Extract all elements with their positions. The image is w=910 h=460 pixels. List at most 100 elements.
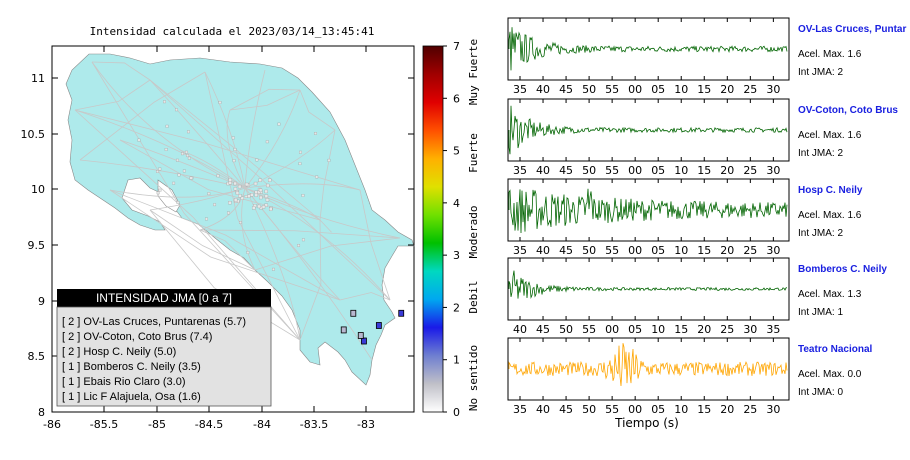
legend-item: [ 1 ] Ebais Rio Claro (3.0) xyxy=(62,376,186,388)
seismogram-tick-label: 20 xyxy=(697,323,711,336)
seismogram-tick-label: 55 xyxy=(605,244,619,257)
seismogram-tick-label: 50 xyxy=(582,244,596,257)
seismogram-tick-label: 25 xyxy=(743,403,757,416)
legend-item: [ 2 ] Hosp C. Neily (5.0) xyxy=(62,346,176,358)
seismogram-tick-label: 30 xyxy=(766,403,780,416)
map-x-tick-label: -85.5 xyxy=(90,418,118,431)
station-marker xyxy=(375,322,382,329)
seismogram-tick-label: 20 xyxy=(720,164,734,177)
map-x-tick-label: -83.5 xyxy=(300,418,328,431)
seismogram-tick-label: 40 xyxy=(536,83,550,96)
station-markers xyxy=(340,309,405,345)
seismogram-tick-label: 55 xyxy=(605,403,619,416)
seismogram-tick-label: 40 xyxy=(536,403,550,416)
map-x-tick-label: -83 xyxy=(357,418,375,431)
seismogram-tick-label: 35 xyxy=(513,244,527,257)
seismogram-tick-label: 05 xyxy=(651,83,665,96)
seismogram-panel: 35 40 45 50 55 00 05 10 15 20 25 30 OV-Coton, Coto B… xyxy=(507,98,898,177)
map-y-tick-label: 8.5 xyxy=(28,350,46,363)
seismogram-trace xyxy=(508,27,788,71)
seismogram-tick-label: 45 xyxy=(559,83,573,96)
seismogram-tick-label: 30 xyxy=(766,244,780,257)
seismogram-tick-label: 05 xyxy=(651,164,665,177)
intensity-legend: INTENSIDAD JMA [0 a 7] [ 2 ] OV-Las Cruc… xyxy=(56,289,272,407)
legend-item: [ 2 ] OV-Las Cruces, Puntarenas (5.7) xyxy=(62,316,246,328)
colorbar xyxy=(422,45,444,413)
seismogram-tick-label: 30 xyxy=(766,164,780,177)
cb-label-moderado: Moderado xyxy=(467,206,480,259)
seismogram-tick-label: 35 xyxy=(513,164,527,177)
colorbar-tick-label: 1 xyxy=(453,354,460,367)
seismogram-jma: Int JMA: 1 xyxy=(798,307,843,318)
seismogram-jma: Int JMA: 2 xyxy=(798,67,843,78)
colorbar-tick-label: 7 xyxy=(453,40,460,53)
colorbar-tick-label: 5 xyxy=(453,145,460,158)
legend-header-bg xyxy=(57,289,271,307)
seismogram-tick-label: 10 xyxy=(674,244,688,257)
map-title: Intensidad calculada el 2023/03/14_13:45… xyxy=(90,25,375,38)
colorbar-tick-label: 6 xyxy=(453,92,460,105)
seismogram-tick-label: 00 xyxy=(605,323,619,336)
seismogram-tick-label: 20 xyxy=(720,83,734,96)
seismogram-tick-label: 45 xyxy=(536,323,550,336)
colorbar-tick-label: 4 xyxy=(453,197,460,210)
seismogram-tick-label: 45 xyxy=(559,403,573,416)
seismogram-jma: Int JMA: 0 xyxy=(798,387,843,398)
seismogram-tick-label: 25 xyxy=(743,83,757,96)
seismogram-tick-label: 35 xyxy=(766,323,780,336)
seismogram-panel: 40 45 50 55 00 05 10 15 20 25 30 35 Bomberos C. Neil… xyxy=(507,257,887,336)
map-y-tick-label: 9.5 xyxy=(28,239,46,252)
seismogram-panel: 35 40 45 50 55 00 05 10 15 20 25 30 OV-Las Cruces, P… xyxy=(507,17,906,96)
legend-body xyxy=(56,306,272,407)
seismogram-tick-label: 25 xyxy=(743,244,757,257)
legend-item: [ 2 ] OV-Coton, Coto Brus (7.4) xyxy=(62,331,212,343)
map-y-tick-label: 10 xyxy=(31,183,45,196)
map-axis-ticks: -86 -85.5 -85 -84.5 -84 -83.5 -83 11 10.5 10 9.5 9 8… xyxy=(21,46,414,431)
seismogram-trace xyxy=(508,105,788,155)
seismogram-tick-label: 15 xyxy=(697,83,711,96)
cb-label-no-sentido: No sentido xyxy=(467,345,480,411)
seismogram-tick-label: 10 xyxy=(674,403,688,416)
seismogram-tick-label: 30 xyxy=(743,323,757,336)
seismogram-tick-label: 10 xyxy=(651,323,665,336)
seismogram-tick-label: 25 xyxy=(720,323,734,336)
seismogram-station-name: Hosp C. Neily xyxy=(798,185,863,196)
seismogram-tick-label: 00 xyxy=(628,164,642,177)
seismogram-tick-label: 55 xyxy=(605,164,619,177)
map-y-tick-label: 8 xyxy=(38,406,45,419)
seismogram-accel: Acel. Max. 1.6 xyxy=(798,130,862,141)
seismogram-tick-label: 40 xyxy=(536,164,550,177)
seismogram-tick-label: 00 xyxy=(628,244,642,257)
legend-item: [ 1 ] Lic F Alajuela, Osa (1.6) xyxy=(62,391,201,403)
seismogram-tick-label: 45 xyxy=(559,164,573,177)
legend-title: INTENSIDAD JMA [0 a 7] xyxy=(96,291,232,305)
seismogram-tick-label: 30 xyxy=(766,83,780,96)
seismogram-tick-label: 15 xyxy=(674,323,688,336)
station-marker xyxy=(361,337,367,345)
seismogram-tick-label: 05 xyxy=(651,403,665,416)
seismogram-accel: Acel. Max. 1.3 xyxy=(798,289,862,300)
colorbar-tick-label: 2 xyxy=(453,301,460,314)
seismo-xlabel: Tiempo (s) xyxy=(614,416,679,430)
seismogram-panel: 35 40 45 50 55 00 05 10 15 20 25 30 Teatro Nacional A… xyxy=(507,337,872,416)
seismogram-station-name: OV-Las Cruces, Puntar xyxy=(798,24,906,35)
seismogram-station-name: Bomberos C. Neily xyxy=(798,264,887,275)
map-y-tick-label: 11 xyxy=(31,72,45,85)
seismogram-tick-label: 40 xyxy=(513,323,527,336)
cb-label-muy-fuerte: Muy Fuerte xyxy=(467,39,480,105)
seismogram-station-name: Teatro Nacional xyxy=(798,344,872,355)
seismogram-frame xyxy=(507,337,790,401)
seismogram-tick-label: 05 xyxy=(628,323,642,336)
seismogram-tick-label: 15 xyxy=(697,403,711,416)
map-x-tick-label: -85 xyxy=(148,418,166,431)
city-dots xyxy=(137,100,331,271)
seismogram-tick-label: 50 xyxy=(559,323,573,336)
cb-label-debil: Debil xyxy=(467,280,480,313)
seismogram-tick-label: 10 xyxy=(674,83,688,96)
seismogram-trace xyxy=(508,270,788,300)
seismogram-frame xyxy=(507,17,790,81)
seismogram-tick-label: 05 xyxy=(651,244,665,257)
station-marker xyxy=(398,309,405,317)
map-x-tick-label: -84 xyxy=(253,418,271,431)
